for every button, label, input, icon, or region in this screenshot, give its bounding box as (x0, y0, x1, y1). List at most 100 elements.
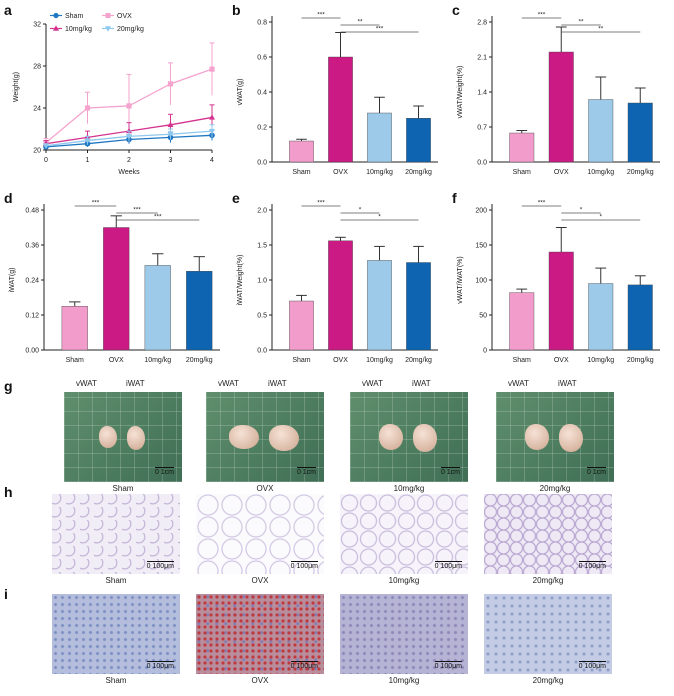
y-tick-label: 24 (33, 106, 41, 113)
iwat-label: iWAT (412, 379, 431, 388)
group-caption: Sham (112, 484, 134, 493)
y-axis-label: iWAT(g) (9, 268, 16, 293)
y-tick-label: 1.5 (257, 243, 267, 250)
group-caption: OVX (251, 576, 269, 585)
bar (289, 300, 314, 351)
tissue-photo: 0 1cm (350, 392, 468, 482)
group-caption: Sham (105, 676, 127, 685)
y-tick-label: 0.00 (25, 348, 39, 355)
y-axis-label: vWAT(g) (237, 79, 244, 106)
legend-marker (53, 12, 59, 19)
weight-line-chart: 20 24 28 32 0 1 2 3 4 Weeks Weight(g) Sham OVX 10mg/k… (13, 12, 215, 176)
category-label: OVX (333, 169, 348, 176)
significance-label: ** (598, 26, 604, 33)
data-point (43, 143, 49, 150)
tissue-photo: 0 1cm (496, 392, 614, 482)
legend-marker (105, 26, 111, 32)
data-point (126, 103, 132, 109)
y-tick-label: 28 (33, 64, 41, 71)
x-tick-label: 2 (127, 157, 131, 164)
significance-label: * (580, 207, 583, 214)
bar (367, 260, 392, 351)
iwat-label: iWAT (126, 379, 145, 388)
bar (61, 306, 88, 351)
category-label: Sham (513, 169, 531, 176)
significance-label: *** (317, 12, 325, 19)
x-tick-label: 0 (44, 157, 48, 164)
data-point (209, 128, 215, 135)
x-tick-label: 4 (210, 157, 214, 164)
x-axis-label: Weeks (118, 169, 140, 176)
significance-label: *** (92, 200, 100, 207)
group-caption: OVX (251, 676, 269, 685)
group-caption: Sham (105, 576, 127, 585)
bar (367, 112, 392, 163)
scale-bar-label: 0 100μm (434, 661, 462, 670)
oil-red-section-image: 0 100μm (340, 594, 468, 674)
x-tick-label: 1 (86, 157, 90, 164)
iwat-tissue (269, 425, 299, 451)
iwat-tissue (413, 424, 437, 452)
tissue-photo: 0 1cm (64, 392, 182, 482)
y-tick-label: 0.0 (477, 160, 487, 167)
scale-bar-label: 0 100μm (290, 561, 318, 570)
vwat-label: vWAT (76, 379, 97, 388)
iwat-label: iWAT (558, 379, 577, 388)
panel-letter-d: d (4, 190, 13, 206)
category-label: OVX (554, 357, 569, 364)
oil-red-section-image: 0 100μm (484, 594, 612, 674)
data-point (84, 105, 91, 111)
y-axis-label: Weight(g) (13, 72, 20, 102)
y-tick-label: 150 (475, 243, 487, 250)
significance-label: *** (376, 26, 384, 33)
y-tick-label: 20 (33, 148, 41, 155)
data-point (126, 127, 132, 134)
y-tick-label: 0.4 (257, 90, 267, 97)
panel-letter-a: a (4, 2, 12, 18)
bar (509, 292, 535, 351)
y-tick-label: 0.12 (25, 313, 39, 320)
y-axis-label: vWAT/Weight(%) (457, 66, 464, 119)
significance-label: *** (538, 12, 546, 19)
legend-label: 10mg/kg (65, 26, 92, 33)
y-tick-label: 50 (479, 313, 487, 320)
category-label: 10mg/kg (587, 169, 614, 176)
category-label: 10mg/kg (366, 169, 393, 176)
vwat-label: vWAT (362, 379, 383, 388)
group-caption: 10mg/kg (393, 484, 425, 493)
bar (406, 118, 431, 163)
bar (509, 132, 535, 163)
vwat-label: vWAT (218, 379, 239, 388)
bar (144, 265, 171, 351)
scale-bar-label: 0 1cm (440, 467, 460, 476)
panel-letter-e: e (232, 190, 240, 206)
scale-bar-label: 0 1cm (586, 467, 606, 476)
y-tick-label: 2.8 (477, 20, 487, 27)
bar (289, 140, 314, 163)
iwat-tissue (559, 424, 583, 452)
significance-label: * (599, 214, 602, 221)
data-point (84, 138, 91, 144)
legend-label: OVX (117, 13, 132, 20)
scale-bar-label: 0 100μm (578, 561, 606, 570)
panel-letter-b: b (232, 2, 241, 18)
category-label: 20mg/kg (186, 357, 213, 364)
vwat-label: vWAT (508, 379, 529, 388)
group-caption: 10mg/kg (388, 676, 420, 685)
y-tick-label: 200 (475, 208, 487, 215)
category-label: 20mg/kg (405, 169, 432, 176)
significance-label: *** (317, 200, 325, 207)
iwat-label: iWAT (268, 379, 287, 388)
y-tick-label: 2.1 (477, 55, 487, 62)
he-section-image: 0 100μm (484, 494, 612, 574)
scale-bar-label: 0 100μm (146, 661, 174, 670)
y-axis-label: vWAT/iWAT(%) (457, 256, 464, 303)
bar (548, 51, 574, 163)
category-label: OVX (554, 169, 569, 176)
y-tick-label: 0.24 (25, 278, 39, 285)
data-point (167, 121, 174, 127)
data-point (126, 134, 132, 140)
he-section-image: 0 100μm (340, 494, 468, 574)
y-tick-label: 0.8 (257, 20, 267, 27)
scale-bar-label: 0 100μm (290, 661, 318, 670)
